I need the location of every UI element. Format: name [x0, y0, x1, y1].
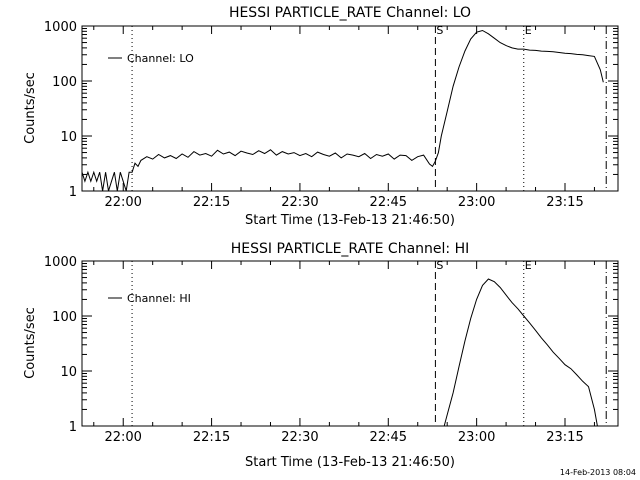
- chart-hi-xtick-label: 23:15: [546, 430, 583, 445]
- chart-hi-marker-label: S: [436, 259, 443, 272]
- chart-lo-xtick-label: 22:30: [281, 195, 318, 210]
- chart-lo-xtick-label: 22:00: [104, 195, 141, 210]
- chart-hi-ytick-label: 1: [69, 420, 77, 435]
- chart-lo-xlabel: Start Time (13-Feb-13 21:46:50): [245, 213, 455, 228]
- chart-lo-legend-label: Channel: LO: [127, 52, 194, 65]
- chart-hi-ytick-label: 1000: [44, 255, 77, 270]
- chart-hi-ytick-label: 100: [52, 310, 77, 325]
- chart-hi-ytick-label: 10: [60, 365, 77, 380]
- chart-hi-title: HESSI PARTICLE_RATE Channel: HI: [231, 241, 469, 257]
- chart-lo-xtick-label: 23:15: [546, 195, 583, 210]
- footer-timestamp: 14-Feb-2013 08:04: [560, 468, 636, 477]
- chart-lo-xtick-label: 23:00: [458, 195, 495, 210]
- chart-lo-xtick-label: 22:15: [193, 195, 230, 210]
- chart-lo-xtick-label: 22:45: [370, 195, 407, 210]
- chart-hi-axes-frame: [81, 260, 619, 427]
- chart-hi-legend-label: Channel: HI: [127, 292, 191, 305]
- chart-hi-xtick-label: 22:30: [281, 430, 318, 445]
- chart-lo-ylabel: Counts/sec: [23, 72, 38, 144]
- chart-lo-marker-label: E: [525, 24, 532, 37]
- chart-hi-ticks: 22:00 22:15 22:30 22:45 23:00 23:15 1 10 100 1000: [44, 255, 618, 445]
- chart-hi-ylabel: Counts/sec: [23, 307, 38, 379]
- chart-hi-series-line: [443, 278, 598, 427]
- chart-lo-series-line: [81, 29, 604, 192]
- chart-hi-xtick-label: 23:00: [458, 430, 495, 445]
- chart-lo-ytick-label: 1: [69, 185, 77, 200]
- chart-hi-marker-label: E: [525, 259, 532, 272]
- chart-lo-ytick-label: 10: [60, 130, 77, 145]
- chart-hi-xtick-label: 22:45: [370, 430, 407, 445]
- chart-lo-ytick-label: 1000: [44, 20, 77, 35]
- chart-hi-xlabel: Start Time (13-Feb-13 21:46:50): [245, 455, 455, 470]
- chart-lo-ytick-label: 100: [52, 75, 77, 90]
- chart-lo-marker-label: S: [436, 24, 443, 37]
- chart-lo-ticks: 22:00 22:15 22:30 22:45 23:00 23:15 1 10 100 1000: [44, 20, 618, 210]
- chart-lo-axes-frame: [81, 25, 619, 192]
- chart-hi-xtick-label: 22:15: [193, 430, 230, 445]
- chart-lo-title: HESSI PARTICLE_RATE Channel: LO: [229, 5, 471, 21]
- chart-hi-xtick-label: 22:00: [104, 430, 141, 445]
